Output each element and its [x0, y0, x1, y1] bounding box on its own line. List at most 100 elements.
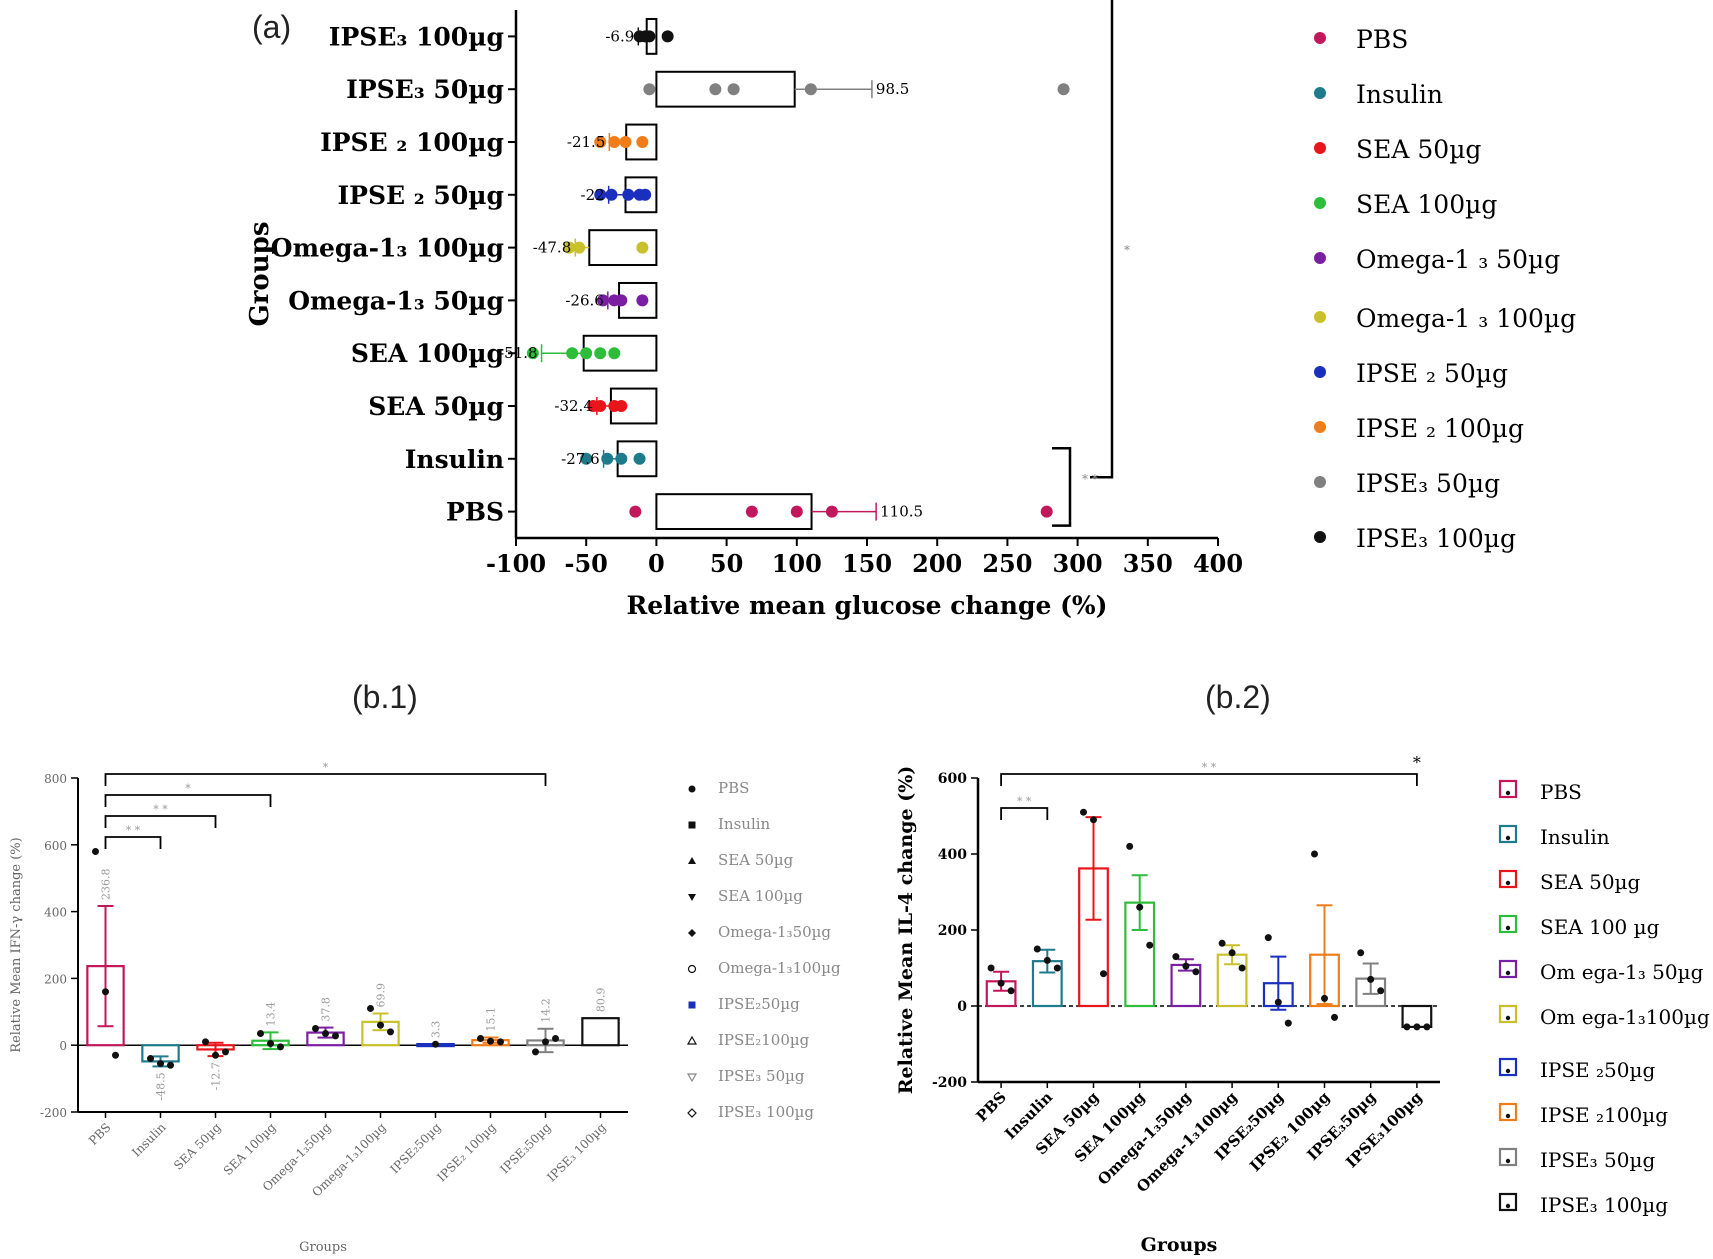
b1-y-tick-label: 600 — [44, 839, 67, 853]
b1-y-tick-label: 200 — [44, 972, 67, 986]
a-data-point — [615, 452, 628, 465]
b1-legend-marker — [686, 1073, 698, 1083]
b2-legend-marker-dot — [1505, 970, 1511, 976]
b1-value-label: 236.8 — [100, 868, 113, 900]
b1-category-label: SEA 100µg — [221, 1120, 279, 1178]
b1-value-label: -48.5 — [155, 1072, 168, 1100]
a-data-point — [633, 452, 646, 465]
b1-category-label: IPSE₃ 100µg — [544, 1120, 608, 1184]
a-y-axis-title: Groups — [245, 222, 275, 327]
a-data-point — [661, 30, 674, 43]
a-category-label: SEA 100µg — [351, 339, 504, 368]
a-data-point — [727, 83, 740, 96]
b2-data-point — [1311, 850, 1318, 858]
a-data-point — [636, 136, 649, 148]
b1-y-tick-label: -200 — [40, 1106, 67, 1120]
a-legend-marker — [1314, 311, 1326, 323]
b1-legend-marker — [687, 1108, 697, 1118]
a-data-point — [643, 83, 656, 96]
a-legend-marker — [1314, 366, 1326, 378]
b2-data-point — [1284, 1019, 1292, 1027]
b1-legend-marker — [686, 1035, 698, 1045]
a-value-label: -51.8 — [499, 344, 537, 362]
b2-data-point — [987, 964, 995, 972]
a-legend-label: PBS — [1356, 25, 1408, 54]
b2-y-tick-label: 400 — [938, 847, 967, 863]
b1-value-label: 15.1 — [485, 1007, 498, 1032]
b2-legend-marker-dot — [1505, 1113, 1511, 1119]
b1-data-point — [377, 1021, 384, 1029]
a-category-label: Omega-1₃ 50µg — [288, 286, 504, 315]
b1-legend-label: Omega-1₃50µg — [718, 923, 831, 941]
a-data-point — [1040, 505, 1053, 518]
b2-y-tick-label: -200 — [932, 1075, 967, 1091]
b1-data-point — [432, 1040, 439, 1048]
b1-y-tick-label: 800 — [44, 772, 67, 786]
a-legend-label: IPSE ₂ 100µg — [1356, 414, 1524, 443]
a-category-label: IPSE ₂ 100µg — [320, 128, 504, 157]
a-legend-label: IPSE₃ 50µg — [1356, 469, 1500, 498]
b2-legend-marker — [1498, 824, 1518, 844]
b2-data-point — [1228, 949, 1236, 957]
b2-legend-marker-dot — [1505, 790, 1511, 796]
a-x-tick-label: 400 — [1193, 549, 1243, 578]
b2-legend-label: IPSE ₂50µg — [1540, 1058, 1655, 1082]
b1-legend-label: IPSE₂50µg — [718, 995, 800, 1013]
b2-legend-label: Om ega-1₃100µg — [1540, 1005, 1710, 1029]
b2-data-point — [1218, 939, 1226, 947]
b1-data-point — [202, 1038, 209, 1046]
b1-data-point — [387, 1028, 394, 1036]
b1-legend-marker — [687, 964, 697, 974]
a-data-point — [594, 400, 607, 412]
b1-legend-marker — [688, 821, 696, 829]
a-bar — [655, 70, 796, 108]
b2-legend-label: SEA 50µg — [1540, 870, 1641, 894]
a-category-label: Omega-1₃ 100µg — [271, 234, 504, 263]
a-data-point — [594, 136, 607, 148]
b1-data-point — [157, 1060, 164, 1068]
b2-legend-marker — [1498, 1147, 1518, 1167]
a-x-tick-label: 200 — [912, 549, 962, 578]
a-legend-marker — [1314, 476, 1326, 488]
a-data-point — [580, 452, 593, 465]
b2-data-point — [1357, 949, 1365, 957]
a-data-point — [615, 294, 628, 307]
b1-category-label: IPSE₃50µg — [498, 1120, 554, 1176]
b1-data-point — [92, 847, 99, 855]
b2-legend-label: Insulin — [1540, 825, 1610, 849]
b1-legend-marker — [688, 929, 696, 937]
a-legend-label: IPSE₃ 100µg — [1356, 524, 1516, 553]
a-x-tick-label: 150 — [842, 549, 892, 578]
b2-data-point — [1172, 953, 1180, 961]
a-category-label: IPSE ₂ 50µg — [337, 181, 504, 210]
b1-legend-marker — [688, 894, 696, 901]
b1-value-label: 69.9 — [375, 983, 388, 1008]
chart-a: -100 -50 0 50 100 150 200 250 300 350 400 Relative … — [245, 0, 1576, 620]
b2-data-point — [1423, 1023, 1431, 1031]
panel-label-b1: (b.1) — [352, 679, 418, 715]
b1-data-point — [332, 1032, 339, 1040]
a-data-point — [573, 241, 586, 254]
b2-data-point — [1321, 994, 1328, 1002]
b2-y-axis-title: Relative Mean IL-4 change (%) — [895, 766, 917, 1095]
b2-data-point — [1053, 964, 1061, 972]
a-data-point — [636, 241, 649, 254]
a-significance-label: * * — [1082, 472, 1098, 486]
b2-category-label: PBS — [973, 1088, 1010, 1125]
b1-data-point — [222, 1048, 229, 1056]
b1-data-point — [477, 1035, 484, 1043]
b2-data-point — [1377, 987, 1385, 995]
b1-legend-label: Insulin — [718, 815, 771, 833]
a-legend-marker — [1314, 197, 1326, 209]
b2-legend-marker — [1498, 959, 1518, 979]
b1-data-point — [167, 1061, 174, 1069]
a-x-tick-label: 100 — [772, 549, 822, 578]
a-data-point — [636, 294, 649, 307]
b2-significance-label: * * — [1017, 795, 1032, 808]
b2-data-point — [1007, 987, 1015, 995]
b1-data-point — [542, 1038, 549, 1046]
b2-legend-marker-dot — [1505, 1015, 1511, 1021]
a-data-point — [745, 505, 758, 518]
b2-legend-marker — [1498, 914, 1518, 934]
b2-legend-marker — [1498, 1004, 1518, 1024]
